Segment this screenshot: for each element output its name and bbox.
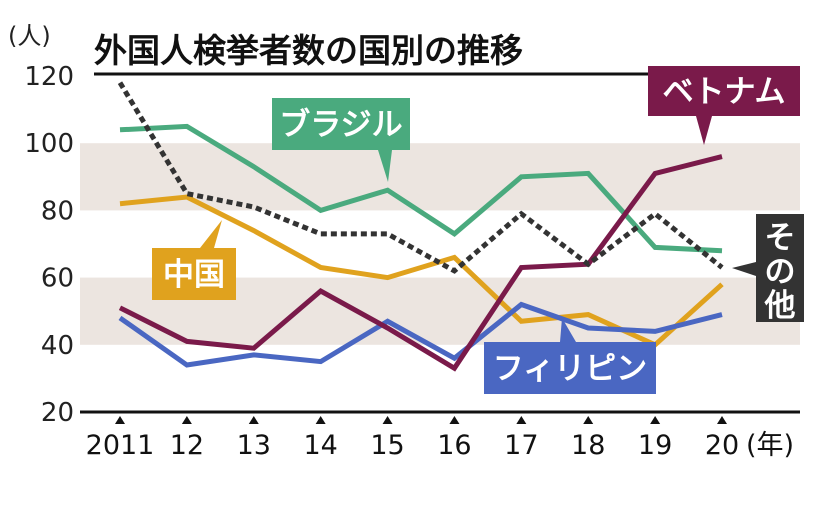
x-tick-label-15: 15: [370, 430, 404, 461]
callout-label-china: 中国: [163, 257, 225, 293]
callout-pointer-other: [732, 262, 756, 276]
x-tick-label-2011: 2011: [86, 430, 155, 461]
callout-label-other-char-2: 他: [764, 288, 796, 324]
x-tick-marker-12: [181, 416, 192, 424]
callout-pointer-philippines: [560, 318, 576, 342]
callout-label-other-char-1: の: [765, 254, 796, 290]
callout-box-brazil: [272, 98, 410, 150]
series-lines: [117, 81, 724, 372]
callout-other: その他: [732, 214, 804, 324]
callout-label-other-char-0: そ: [765, 220, 796, 256]
y-tick-label-100: 100: [24, 129, 74, 159]
callout-box-other: [756, 214, 804, 322]
x-tick-label-17: 17: [504, 430, 538, 461]
y-axis-unit: (人): [8, 22, 51, 50]
callout-china: 中国: [152, 220, 236, 300]
series-line-vietnam: [118, 154, 723, 372]
series-line-other: [117, 81, 724, 274]
x-tick-label-18: 18: [571, 430, 605, 461]
callout-brazil: ブラジル: [272, 98, 410, 182]
y-tick-label-40: 40: [41, 331, 74, 361]
x-tick-marker-15: [382, 416, 393, 424]
callout-box-china: [152, 248, 236, 300]
callout-philippines: フィリピン: [484, 318, 656, 394]
x-tick-label-19: 19: [638, 430, 672, 461]
series-line-brazil: [119, 123, 723, 254]
callout-box-vietnam: [648, 66, 800, 116]
x-tick-marker-17: [516, 416, 527, 424]
callout-pointer-vietnam: [696, 116, 712, 145]
x-tick-label-20: 20: [705, 430, 739, 461]
x-tick-label-14: 14: [303, 430, 337, 461]
x-tick-marker-16: [449, 416, 460, 424]
callout-label-vietnam: ベトナム: [662, 74, 785, 110]
x-tick-label-16: 16: [437, 430, 471, 461]
x-tick-marker-14: [315, 416, 326, 424]
y-tick-label-80: 80: [41, 196, 74, 226]
axes: 20 40 60 80 100 120 2011 12 13 14 15 16 17 18 19 20: [24, 62, 800, 461]
callout-label-brazil: ブラジル: [279, 107, 402, 143]
callout-label-philippines: フィリピン: [493, 351, 647, 387]
y-tick-label-20: 20: [41, 398, 74, 428]
x-tick-marker-18: [583, 416, 594, 424]
x-tick-marker-20: [717, 416, 727, 424]
x-tick-label-13: 13: [237, 430, 271, 461]
y-tick-label-60: 60: [41, 264, 74, 294]
callout-pointer-brazil: [378, 150, 392, 182]
chart-title: 外国人検挙者数の国別の推移: [94, 31, 523, 70]
x-tick-marker-13: [248, 416, 259, 424]
x-tick-label-12: 12: [170, 430, 204, 461]
callout-vietnam: ベトナム: [648, 66, 800, 145]
x-tick-marker-19: [650, 416, 661, 424]
series-line-philippines: [118, 301, 723, 368]
y-tick-label-120: 120: [24, 62, 74, 92]
background-band-1: [80, 143, 800, 211]
background-bands: [80, 143, 800, 345]
x-tick-marker-2011: [115, 416, 125, 424]
x-axis-unit: (年): [746, 430, 794, 461]
callout-box-philippines: [484, 342, 656, 394]
callout-pointer-china: [200, 220, 222, 248]
